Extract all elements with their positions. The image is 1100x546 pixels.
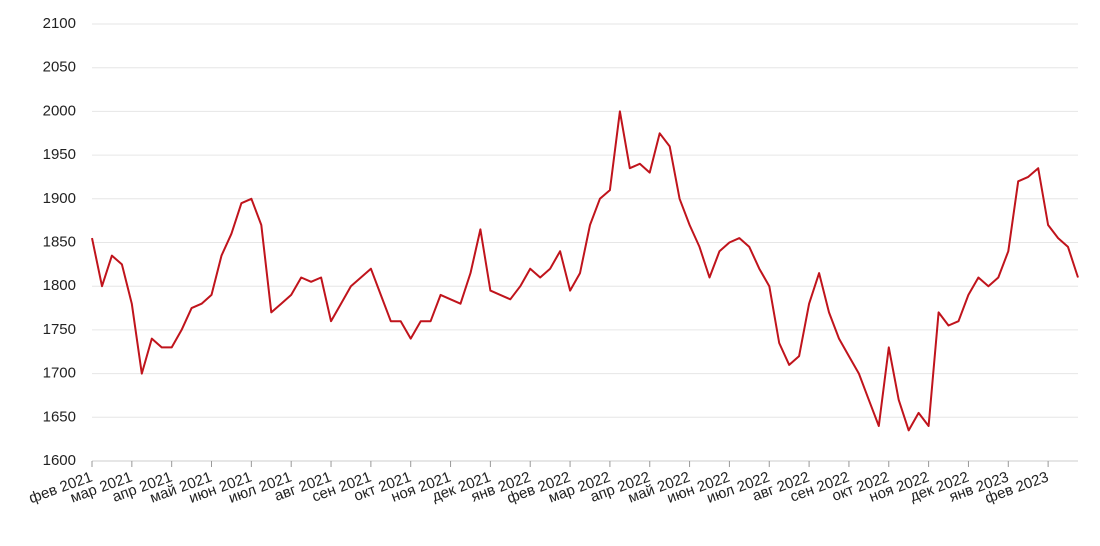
y-tick-label: 2100 bbox=[43, 15, 76, 32]
y-tick-label: 2000 bbox=[43, 102, 76, 119]
y-tick-label: 1700 bbox=[43, 365, 76, 382]
price-line bbox=[91, 110, 1079, 432]
y-tick-label: 2050 bbox=[43, 59, 76, 76]
y-tick-label: 1650 bbox=[43, 408, 76, 425]
y-tick-label: 1900 bbox=[43, 190, 76, 207]
y-tick-label: 1950 bbox=[43, 146, 76, 163]
y-tick-label: 1800 bbox=[43, 277, 76, 294]
y-tick-label: 1750 bbox=[43, 321, 76, 338]
y-tick-label: 1850 bbox=[43, 233, 76, 250]
y-tick-label: 1600 bbox=[43, 452, 76, 469]
